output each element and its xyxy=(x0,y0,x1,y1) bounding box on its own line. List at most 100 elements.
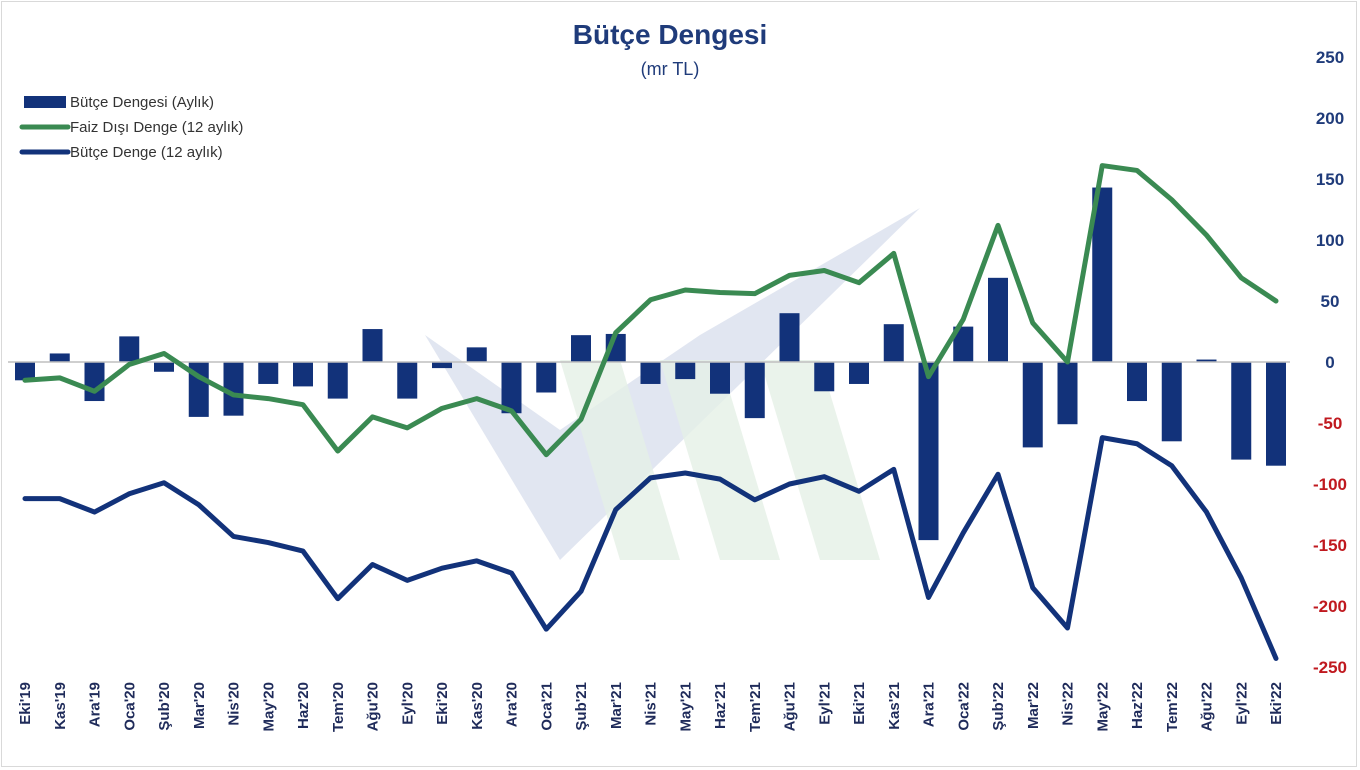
x-tick-label: Haz'21 xyxy=(712,682,729,729)
y-tick-label: 100 xyxy=(1316,231,1344,250)
x-tick-label: Eyl'20 xyxy=(399,682,416,725)
bar-3 xyxy=(119,336,140,362)
bar-11 xyxy=(397,362,418,399)
legend-label-annual-balance: Bütçe Denge (12 aylık) xyxy=(70,144,223,161)
bar-18 xyxy=(640,362,661,384)
x-tick-label: May'20 xyxy=(260,682,277,731)
line-series xyxy=(22,163,1279,661)
x-tick-label: Nis'22 xyxy=(1060,682,1077,726)
bar-4 xyxy=(154,362,174,372)
bar-36 xyxy=(1266,362,1286,466)
chart-title: Bütçe Dengesi xyxy=(573,19,768,50)
bar-27 xyxy=(953,326,974,362)
watermark-stripe-3 xyxy=(760,360,880,560)
bar-25 xyxy=(883,324,904,362)
bar-7 xyxy=(258,362,279,384)
y-tick-label: -200 xyxy=(1313,597,1347,616)
y-tick-label: -250 xyxy=(1313,658,1347,677)
x-tick-label: Eki'21 xyxy=(851,682,868,725)
x-tick-label: Eyl'21 xyxy=(816,682,833,725)
x-tick-label: Eki'19 xyxy=(17,682,34,725)
y-tick-label: -50 xyxy=(1318,414,1343,433)
x-tick-label: Mar'22 xyxy=(1025,682,1042,729)
y-tick-label: 0 xyxy=(1325,353,1334,372)
x-tick-label: Şub'22 xyxy=(990,682,1007,731)
bar-8 xyxy=(293,362,313,387)
bar-6 xyxy=(223,362,244,416)
x-tick-label: Eyl'22 xyxy=(1233,682,1250,725)
bar-19 xyxy=(675,362,696,380)
bar-28 xyxy=(988,277,1008,362)
x-tick-label: Eki'22 xyxy=(1268,682,1285,725)
bar-15 xyxy=(536,362,557,393)
x-tick-label: May'21 xyxy=(677,682,694,731)
bar-22 xyxy=(779,313,800,362)
y-tick-label: -100 xyxy=(1313,475,1347,494)
bar-33 xyxy=(1161,362,1182,442)
y-tick-label: 200 xyxy=(1316,109,1344,128)
x-tick-label: Ağu'21 xyxy=(782,682,799,731)
x-tick-label: Ağu'22 xyxy=(1199,682,1216,731)
x-tick-label: Nis'21 xyxy=(643,682,660,726)
y-axis-ticks: 250 200 150 100 50 0 -50 -100 -150 -200 -250 xyxy=(1313,48,1347,677)
x-tick-label: Tem'20 xyxy=(330,682,347,732)
bar-34 xyxy=(1196,359,1217,362)
x-tick-label: Tem'22 xyxy=(1164,682,1181,732)
bar-35 xyxy=(1231,362,1252,460)
x-tick-label: Haz'22 xyxy=(1129,682,1146,729)
y-tick-label: 150 xyxy=(1316,170,1344,189)
x-tick-label: Şub'21 xyxy=(573,682,590,731)
x-axis-ticks: Eki'19 Kas'19 Ara'19 Oca'20 Şub'20 Mar'20 Nis'… xyxy=(17,682,1285,732)
x-tick-label: Haz'20 xyxy=(295,682,312,729)
x-tick-label: Oca'20 xyxy=(121,682,138,731)
bar-31 xyxy=(1092,187,1113,362)
bar-23 xyxy=(814,362,835,392)
x-tick-label: Ara'19 xyxy=(87,682,104,727)
x-tick-label: May'22 xyxy=(1094,682,1111,731)
bar-21 xyxy=(744,362,765,419)
bar-2 xyxy=(84,362,105,402)
x-tick-label: Kas'19 xyxy=(52,682,69,730)
chart-subtitle: (mr TL) xyxy=(641,59,700,79)
x-tick-label: Şub'20 xyxy=(156,682,173,731)
bar-24 xyxy=(849,362,869,384)
legend: Bütçe Dengesi (Aylık) Faiz Dışı Denge (1… xyxy=(19,94,243,161)
legend-label-primary-balance: Faiz Dışı Denge (12 aylık) xyxy=(70,119,243,136)
legend-label-monthly: Bütçe Dengesi (Aylık) xyxy=(70,94,214,111)
x-tick-label: Nis'20 xyxy=(226,682,243,726)
legend-swatch-monthly xyxy=(24,96,66,108)
y-tick-label: 250 xyxy=(1316,48,1344,67)
x-tick-label: Oca'21 xyxy=(538,682,555,731)
bar-series xyxy=(15,187,1286,541)
bar-32 xyxy=(1127,362,1147,402)
watermark-logo xyxy=(425,208,920,560)
x-tick-label: Tem'21 xyxy=(747,682,764,732)
watermark-stripe-2 xyxy=(660,360,780,560)
x-tick-label: Mar'21 xyxy=(608,682,625,729)
x-tick-label: Ara'20 xyxy=(504,682,521,727)
watermark-check-shape xyxy=(425,208,920,560)
x-tick-label: Kas'21 xyxy=(886,682,903,730)
x-tick-label: Kas'20 xyxy=(469,682,486,730)
x-tick-label: Ağu'20 xyxy=(365,682,382,731)
bar-10 xyxy=(362,329,383,362)
x-tick-label: Eki'20 xyxy=(434,682,451,725)
y-tick-label: -150 xyxy=(1313,536,1347,555)
bar-29 xyxy=(1022,362,1043,448)
x-tick-label: Mar'20 xyxy=(191,682,208,729)
x-tick-label: Ara'21 xyxy=(921,682,938,727)
bar-20 xyxy=(710,362,730,394)
annual-budget-balance-line xyxy=(22,435,1279,661)
bar-9 xyxy=(327,362,348,399)
y-tick-label: 50 xyxy=(1321,292,1340,311)
bar-26 xyxy=(918,362,939,541)
x-tick-label: Oca'22 xyxy=(955,682,972,731)
bar-16 xyxy=(571,335,591,362)
bar-12 xyxy=(432,362,452,369)
watermark-stripe-1 xyxy=(560,360,680,560)
bar-14 xyxy=(501,362,522,414)
bar-0 xyxy=(15,362,35,381)
bar-30 xyxy=(1057,362,1078,425)
